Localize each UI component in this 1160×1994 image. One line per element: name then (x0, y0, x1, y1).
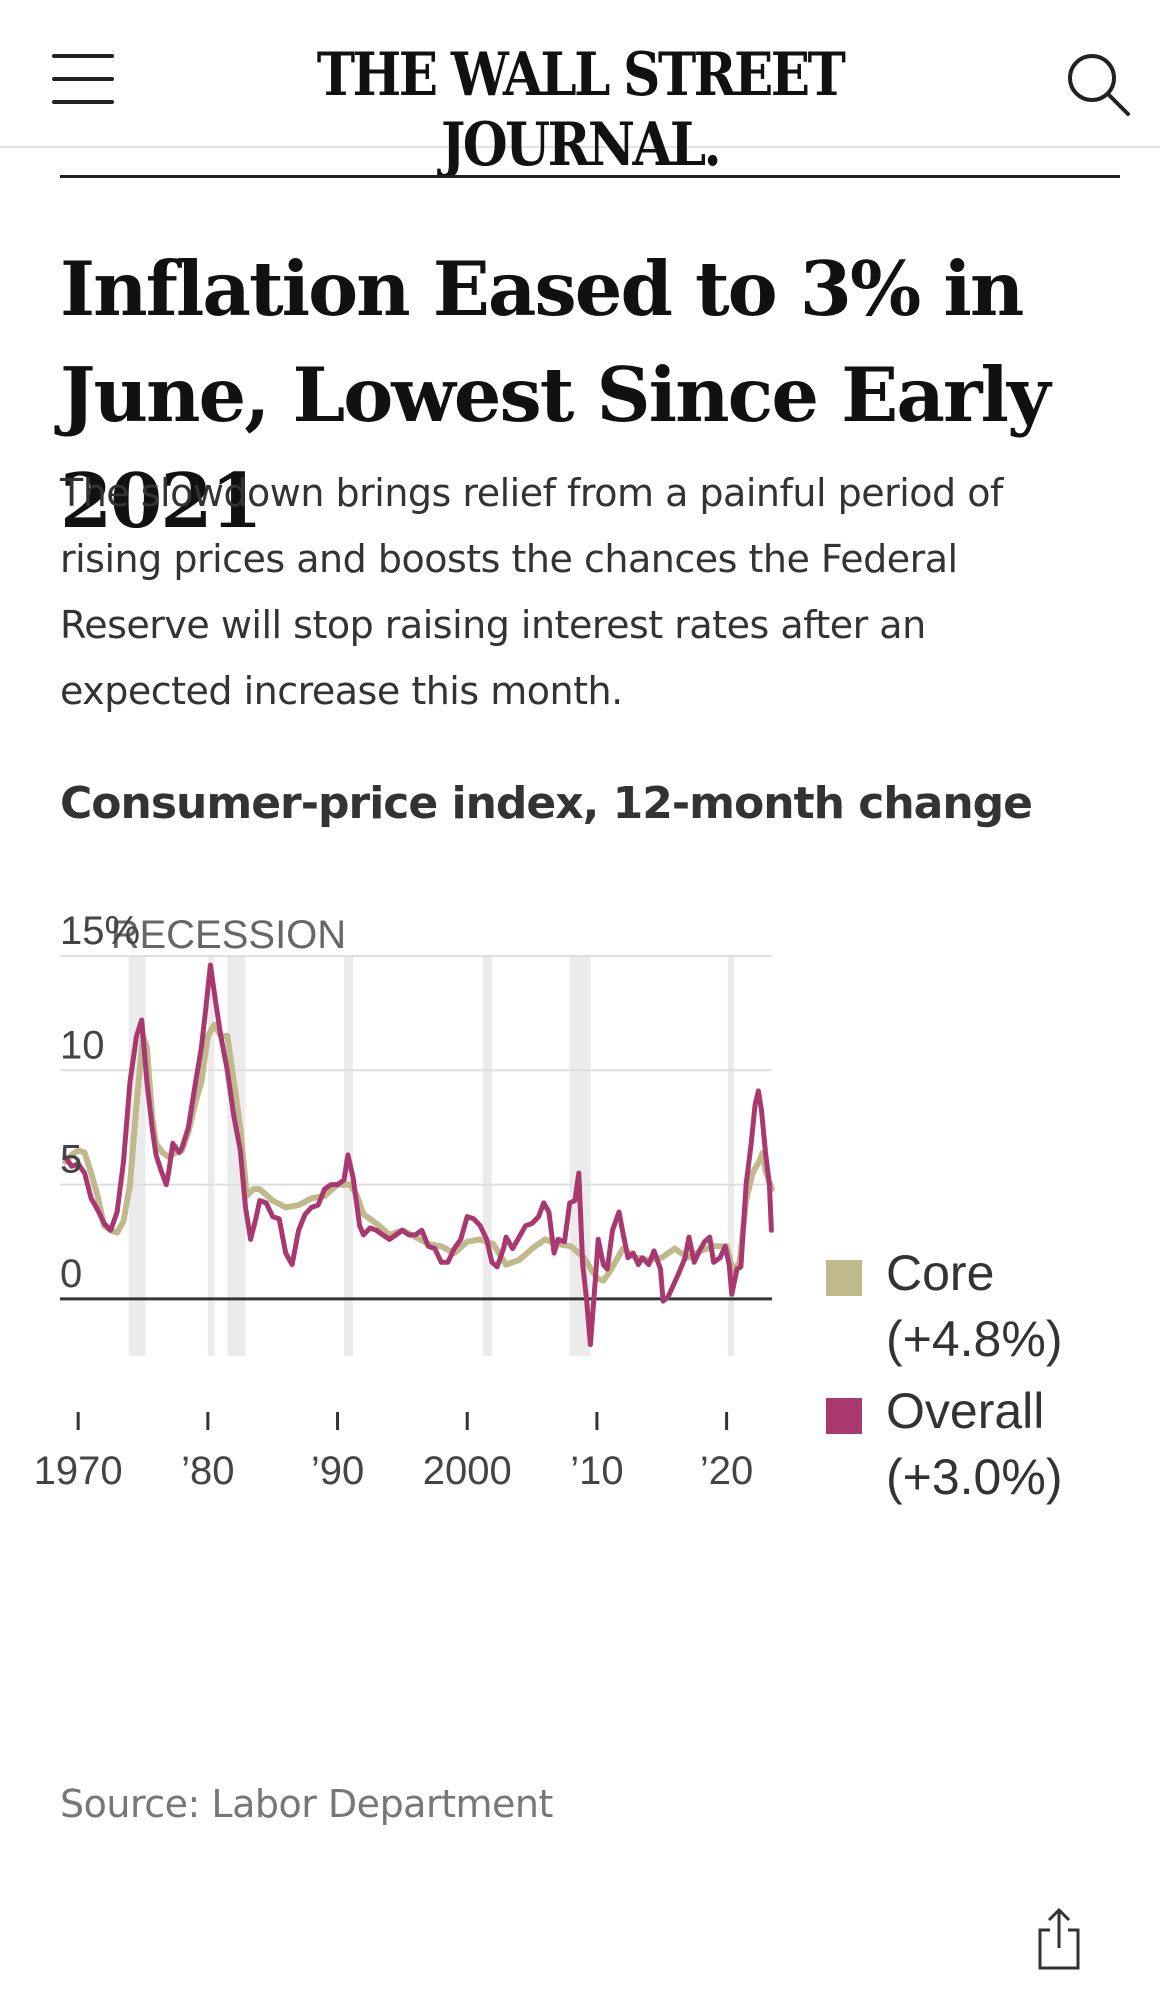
x-tick-label-2010: ’10 (570, 1449, 623, 1493)
x-tick-label-1970: 1970 (34, 1449, 123, 1493)
search-icon[interactable] (1064, 50, 1132, 118)
legend-value-overall: (+3.0%) (886, 1449, 1063, 1505)
article-dek: The slowdown brings relief from a painfu… (60, 471, 1003, 713)
y-tick-label-0: 0 (60, 1252, 82, 1296)
wsj-logo[interactable]: THE WALL STREET JOURNAL. (316, 40, 846, 180)
chart-legend: Core (+4.8%) Overall (+3.0%) (826, 1240, 1062, 1516)
x-tick-label-1990: ’90 (311, 1449, 364, 1493)
top-bar: THE WALL STREET JOURNAL. (0, 0, 1160, 180)
recession-band-1 (207, 956, 215, 1356)
legend-item-core: Core (+4.8%) (826, 1240, 1062, 1372)
hamburger-menu-icon[interactable] (52, 54, 114, 104)
legend-label-overall: Overall (886, 1383, 1045, 1439)
recession-band-6 (727, 956, 734, 1356)
y-tick-label-15: 15% (60, 909, 140, 953)
x-tick-label-2020: ’20 (700, 1449, 753, 1493)
recession-band-4 (482, 956, 492, 1356)
legend-item-overall: Overall (+3.0%) (826, 1378, 1062, 1510)
legend-label-core: Core (886, 1245, 995, 1301)
x-tick-label-2000: 2000 (423, 1449, 512, 1493)
recession-label: RECESSION (111, 913, 347, 957)
series-lines (62, 962, 775, 1348)
series-line-overall (62, 962, 774, 1348)
chart-source: Source: Labor Department (60, 1782, 553, 1826)
gridlines (60, 955, 772, 1301)
headline-rule (60, 175, 1120, 178)
x-tick-label-1980: ’80 (181, 1449, 234, 1493)
legend-value-core: (+4.8%) (886, 1311, 1063, 1367)
y-tick-label-5: 5 (60, 1138, 82, 1182)
legend-swatch-core (826, 1260, 862, 1296)
share-icon[interactable] (1034, 1906, 1084, 1972)
chart-title: Consumer-price index, 12-month change (60, 778, 1033, 829)
legend-swatch-overall (826, 1398, 862, 1434)
headline: Inflation Eased to 3% in June, Lowest Si… (60, 245, 1051, 545)
y-tick-label-10: 10 (60, 1023, 105, 1067)
